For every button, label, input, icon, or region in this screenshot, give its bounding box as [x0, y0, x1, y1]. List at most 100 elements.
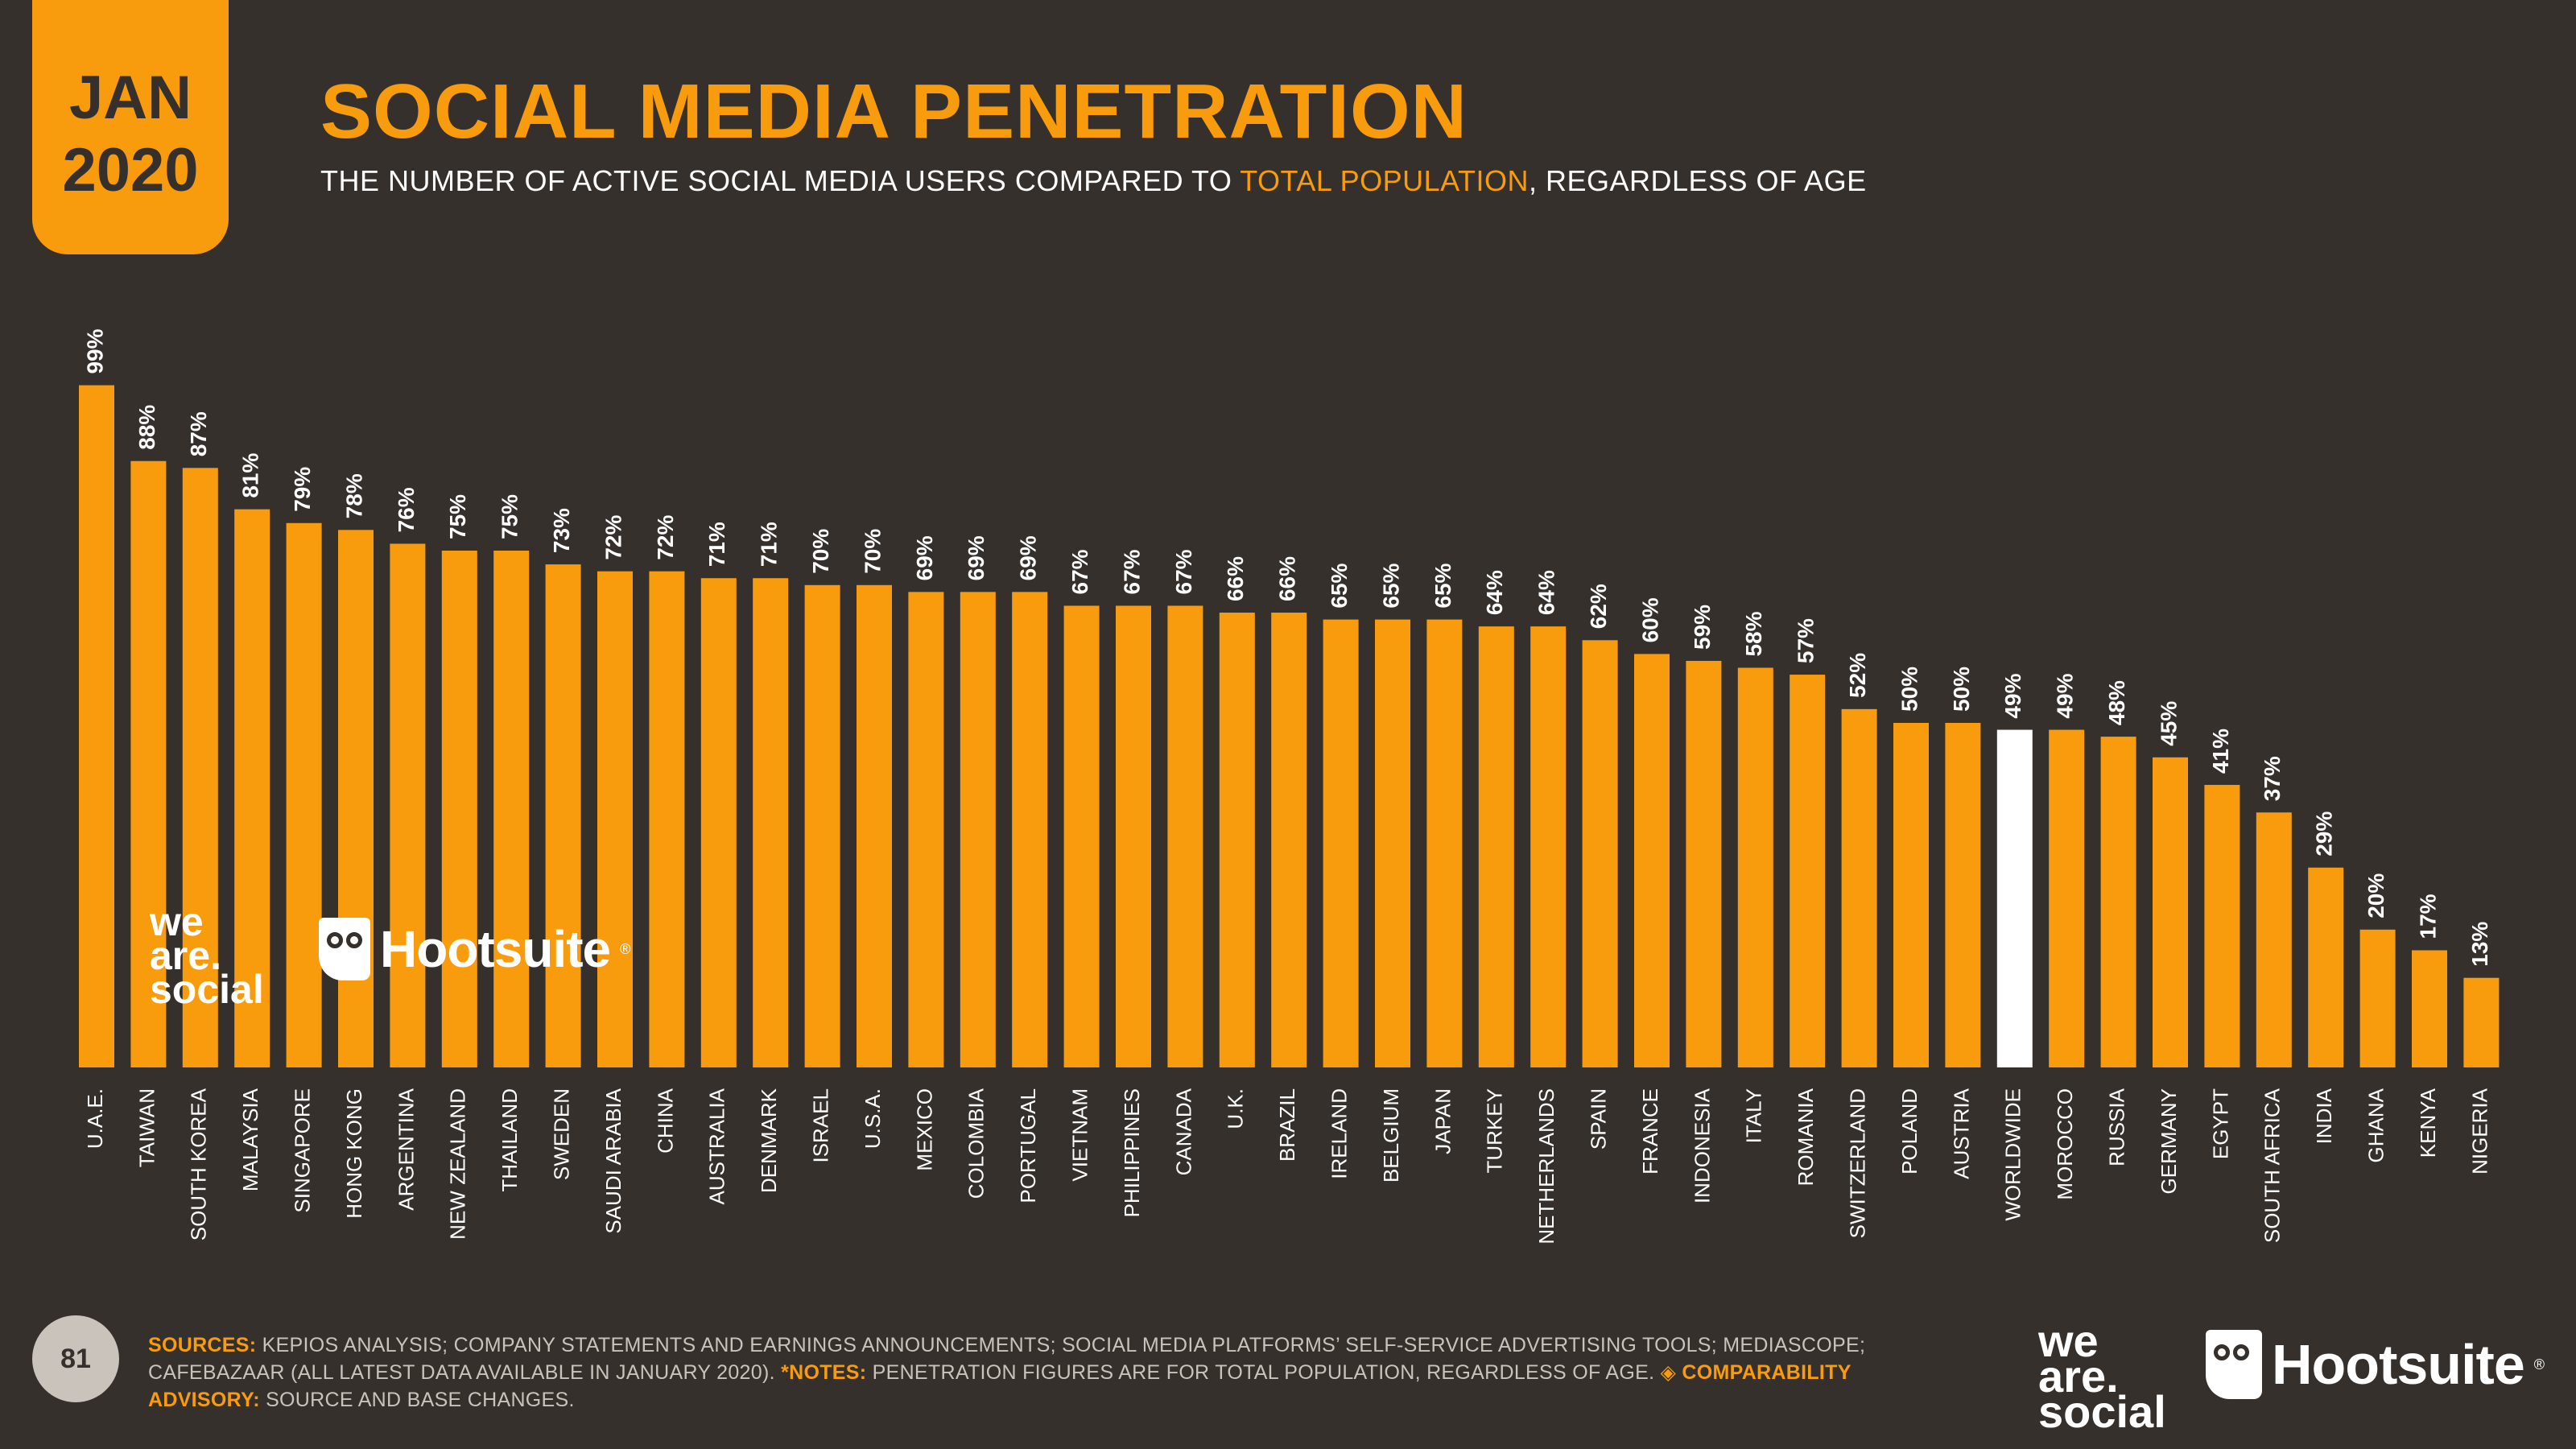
- bar-portugal: [1012, 592, 1048, 1067]
- data-label: 20%: [2363, 873, 2388, 919]
- bar-switzerland: [1841, 708, 1877, 1067]
- bar-turkey: [1478, 626, 1514, 1067]
- category-label: CHINA: [653, 1088, 677, 1154]
- badge-year: 2020: [62, 136, 199, 204]
- data-label: 99%: [82, 328, 107, 374]
- footer-was-line-1: we: [2038, 1315, 2099, 1366]
- category-label: CANADA: [1171, 1088, 1195, 1175]
- subtitle-post: , REGARDLESS OF AGE: [1528, 164, 1867, 197]
- bar-indonesia: [1686, 660, 1722, 1067]
- bar-morocco: [2049, 729, 2085, 1067]
- bar-u-a-e: [79, 385, 114, 1067]
- sources-label: SOURCES:: [148, 1334, 257, 1356]
- watermark-hootsuite-logo: Hootsuite ®: [319, 918, 630, 980]
- bar-u-s-a: [857, 584, 892, 1067]
- category-label: ISRAEL: [808, 1088, 832, 1163]
- data-label: 65%: [1327, 563, 1352, 608]
- data-label: 70%: [808, 529, 833, 574]
- data-label: 73%: [549, 508, 574, 553]
- data-label: 57%: [1794, 618, 1818, 663]
- data-label: 62%: [1586, 584, 1611, 629]
- category-label: TAIWAN: [134, 1088, 159, 1167]
- category-label: GERMANY: [2157, 1088, 2181, 1194]
- bar-india: [2308, 867, 2344, 1067]
- bar-thailand: [493, 551, 530, 1067]
- bar-argentina: [390, 543, 426, 1067]
- bar-malaysia: [234, 509, 270, 1067]
- category-label: SAUDI ARABIA: [601, 1088, 625, 1233]
- data-label: 64%: [1534, 570, 1559, 615]
- category-label: INDONESIA: [1690, 1088, 1714, 1203]
- data-label: 72%: [601, 515, 625, 560]
- category-label: SWITZERLAND: [1845, 1088, 1869, 1238]
- subtitle-highlight: TOTAL POPULATION: [1240, 164, 1529, 197]
- data-label: 70%: [860, 529, 885, 574]
- bar-brazil: [1271, 613, 1307, 1067]
- bar-italy: [1737, 667, 1773, 1067]
- category-label: WORLDWIDE: [2001, 1088, 2025, 1221]
- bar-germany: [2153, 757, 2188, 1067]
- bar-france: [1634, 654, 1670, 1067]
- footer-was-line-2: are.: [2038, 1351, 2119, 1402]
- category-label: AUSTRIA: [1949, 1088, 1973, 1179]
- bar-japan: [1426, 619, 1463, 1067]
- bar-ireland: [1323, 619, 1359, 1067]
- notes-label: *NOTES:: [781, 1361, 867, 1384]
- category-label: ARGENTINA: [394, 1088, 418, 1210]
- category-label: U.S.A.: [861, 1088, 885, 1149]
- category-label: DENMARK: [757, 1088, 781, 1193]
- category-label: MOROCCO: [2053, 1088, 2077, 1200]
- category-label: NETHERLANDS: [1534, 1088, 1558, 1245]
- category-label: U.K.: [1224, 1088, 1248, 1129]
- data-label: 66%: [1275, 556, 1300, 601]
- category-label: HONG KONG: [342, 1088, 366, 1219]
- data-label: 65%: [1430, 563, 1455, 608]
- category-label: PHILIPPINES: [1120, 1088, 1144, 1217]
- category-label: RUSSIA: [2104, 1088, 2128, 1166]
- data-label: 67%: [1119, 549, 1144, 594]
- data-label: 50%: [1897, 667, 1922, 712]
- data-label: 45%: [2156, 701, 2181, 746]
- bar-egypt: [2204, 785, 2240, 1067]
- page-title: SOCIAL MEDIA PENETRATION: [320, 68, 1468, 155]
- bar-netherlands: [1530, 626, 1567, 1067]
- category-label: COLOMBIA: [964, 1088, 989, 1199]
- bar-singapore: [286, 522, 322, 1067]
- category-label: SWEDEN: [549, 1088, 573, 1180]
- watermark-was-line-2: are.: [150, 933, 221, 978]
- bar-sweden: [545, 564, 581, 1067]
- category-label: MALAYSIA: [238, 1088, 262, 1191]
- footer-registered-mark: ®: [2533, 1356, 2545, 1373]
- bar-south-korea: [182, 468, 218, 1067]
- bar-kenya: [2412, 950, 2447, 1067]
- badge-month: JAN: [68, 64, 192, 132]
- bar-philippines: [1116, 605, 1151, 1067]
- data-label: 49%: [2000, 673, 2025, 718]
- data-label: 71%: [704, 522, 729, 567]
- footer-owl-icon: [2206, 1330, 2262, 1399]
- data-label: 59%: [1690, 605, 1715, 650]
- category-label: SINGAPORE: [290, 1088, 314, 1213]
- data-label: 65%: [1378, 563, 1403, 608]
- data-label: 49%: [2053, 673, 2078, 718]
- category-label: AUSTRALIA: [705, 1088, 729, 1204]
- sources-text: KEPIOS ANALYSIS; COMPANY STATEMENTS AND …: [148, 1334, 1866, 1384]
- bar-vietnam: [1063, 605, 1100, 1067]
- data-label: 41%: [2208, 729, 2233, 774]
- data-label: 17%: [2415, 894, 2440, 939]
- data-label: 60%: [1637, 597, 1662, 642]
- category-label: BELGIUM: [1379, 1088, 1403, 1183]
- category-label: SOUTH KOREA: [187, 1088, 211, 1241]
- category-label: PORTUGAL: [1016, 1088, 1040, 1203]
- bar-austria: [1945, 723, 1981, 1067]
- category-label: ITALY: [1742, 1088, 1766, 1143]
- data-label: 69%: [1016, 535, 1041, 580]
- category-label: EGYPT: [2208, 1088, 2232, 1159]
- data-label: 75%: [445, 494, 470, 539]
- footer-we-are-social-logo: we are. social: [2038, 1315, 2166, 1435]
- bar-taiwan: [130, 460, 167, 1067]
- data-label: 66%: [1223, 556, 1248, 601]
- data-label: 52%: [1845, 653, 1870, 698]
- registered-mark: ®: [620, 940, 631, 957]
- bar-australia: [700, 578, 737, 1067]
